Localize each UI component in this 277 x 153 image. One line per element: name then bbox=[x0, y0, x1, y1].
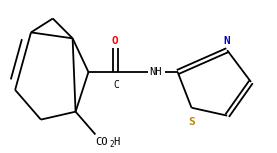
Text: N: N bbox=[224, 36, 230, 46]
Text: O: O bbox=[112, 36, 119, 46]
Text: S: S bbox=[188, 117, 195, 127]
Text: 2: 2 bbox=[109, 140, 114, 149]
Text: C: C bbox=[113, 80, 119, 90]
Text: H: H bbox=[113, 137, 119, 147]
Text: NH: NH bbox=[149, 67, 161, 77]
Text: CO: CO bbox=[95, 137, 108, 147]
